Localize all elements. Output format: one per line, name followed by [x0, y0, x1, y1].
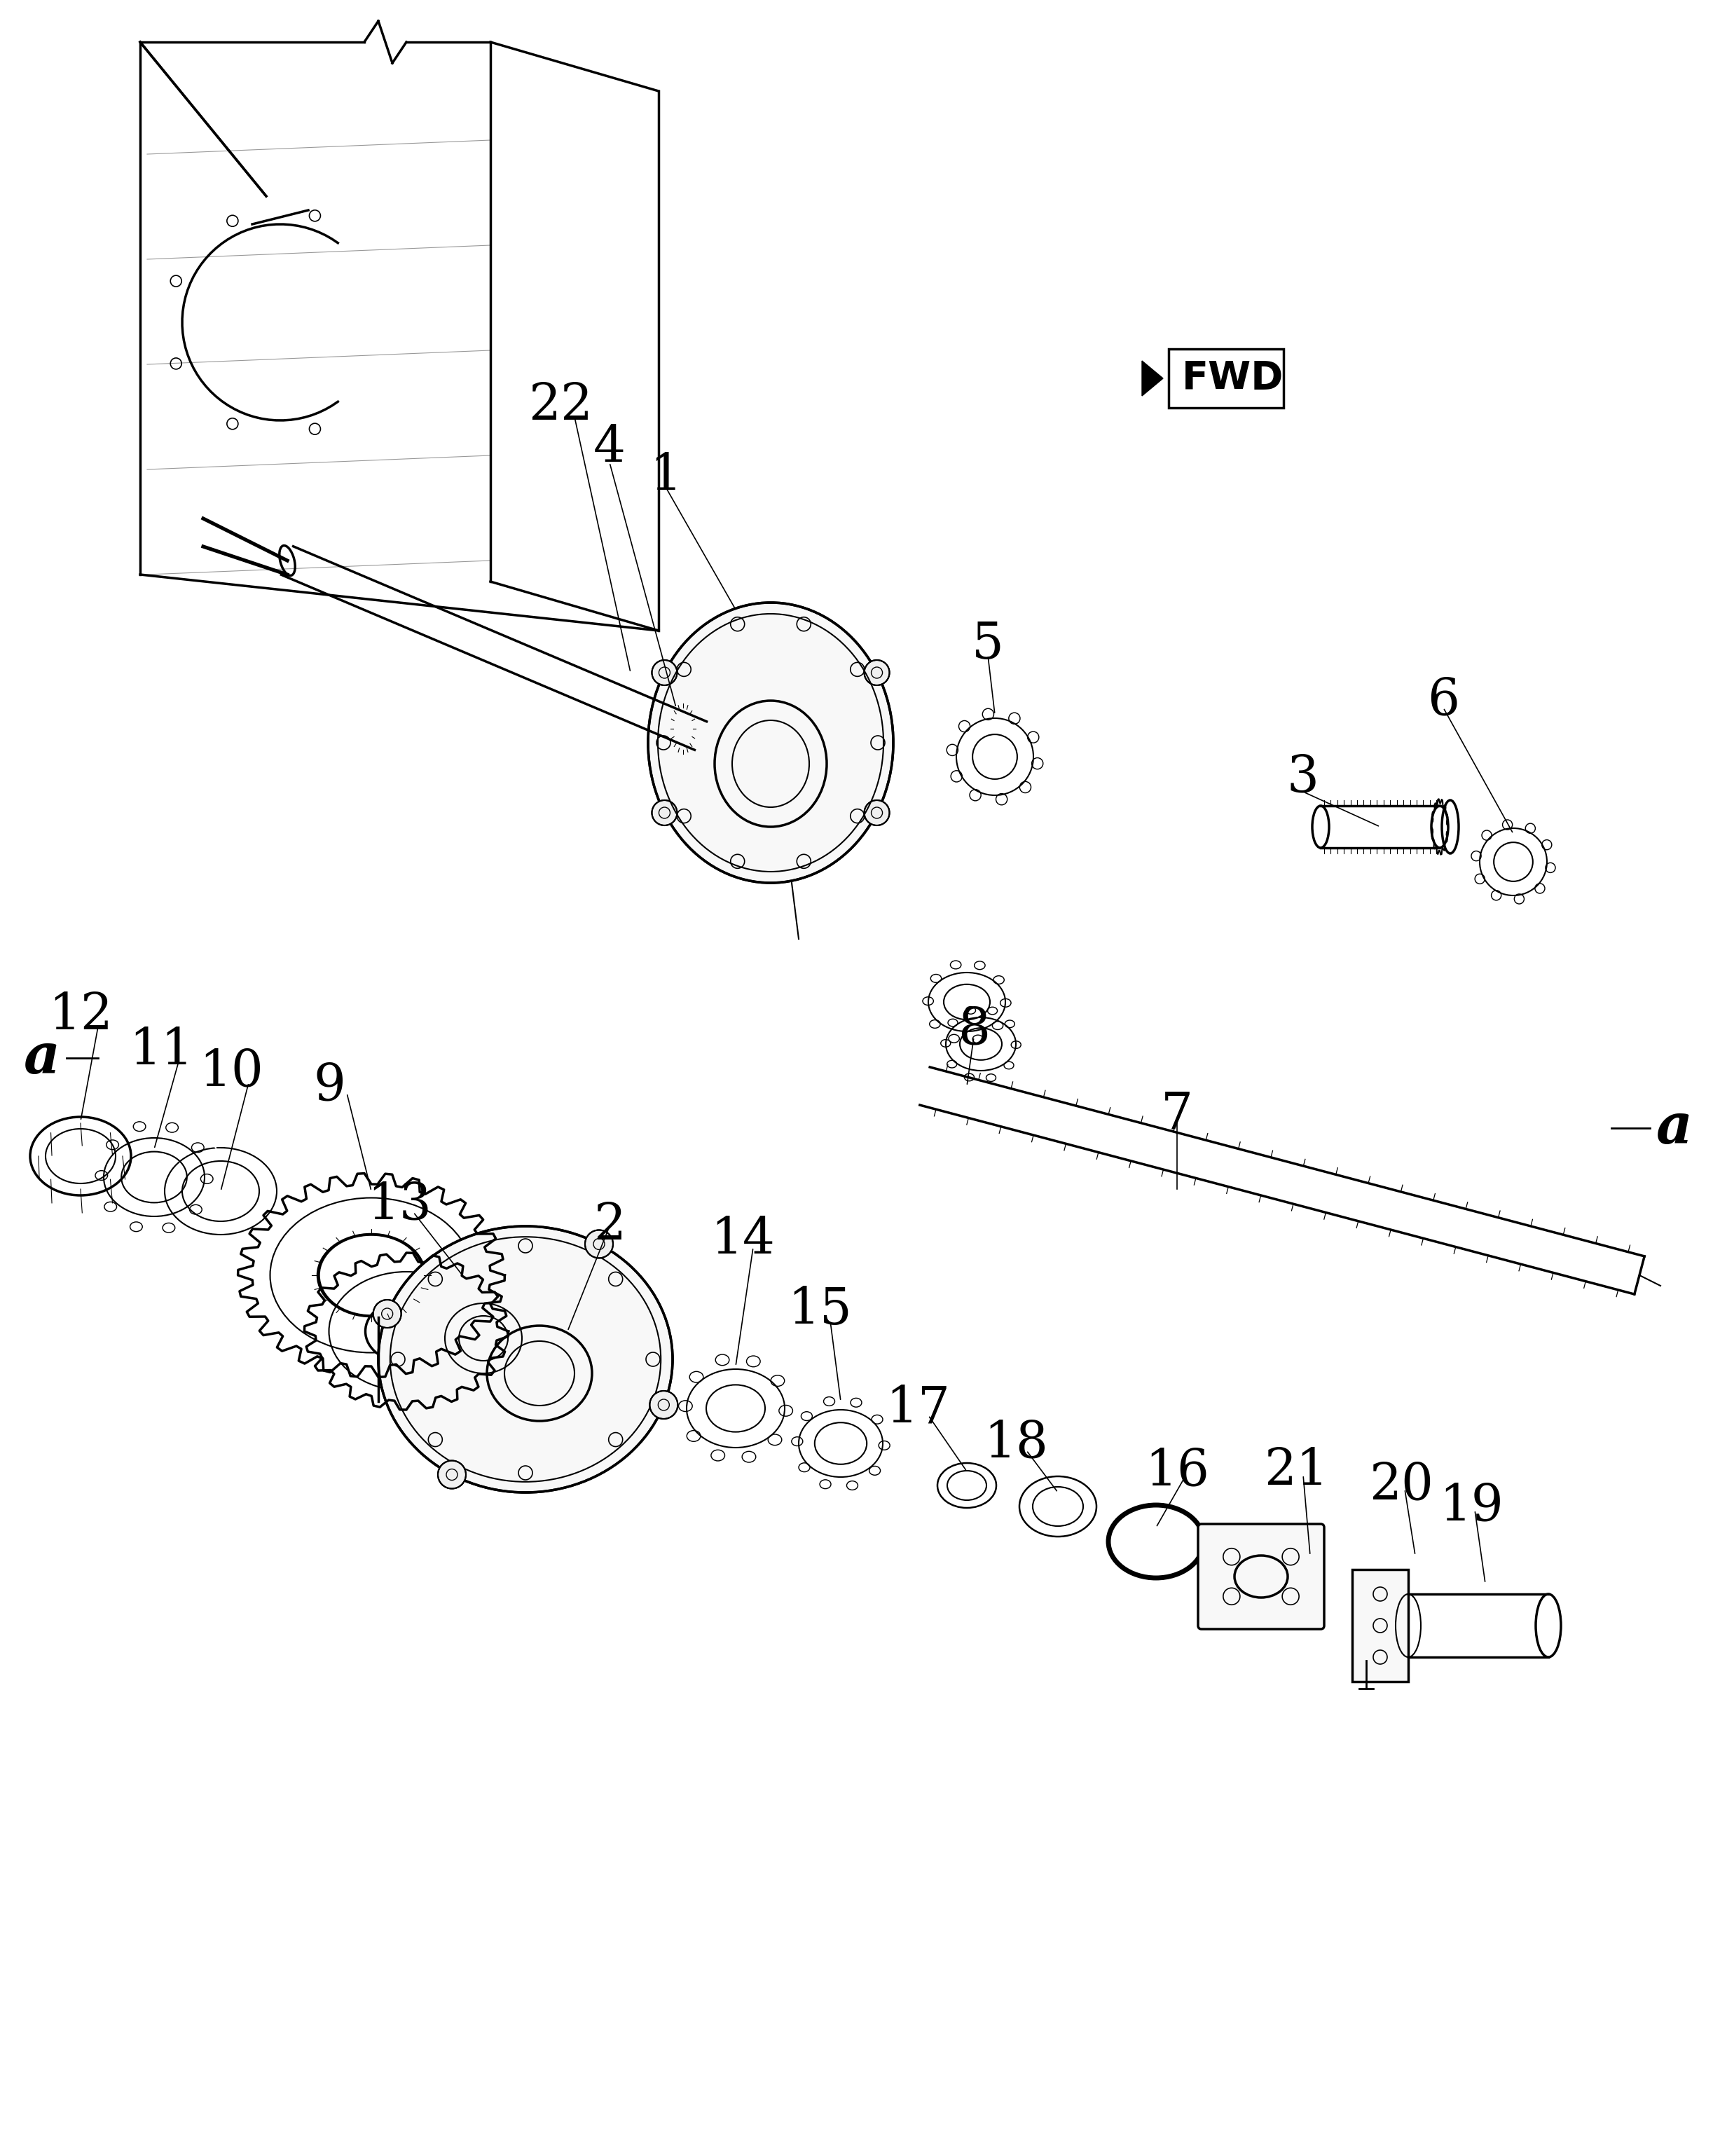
Ellipse shape	[648, 602, 893, 882]
Circle shape	[373, 1300, 401, 1328]
Circle shape	[650, 1391, 678, 1419]
Text: 15: 15	[788, 1285, 851, 1335]
Text: 1: 1	[650, 453, 681, 500]
Text: 10: 10	[200, 1048, 263, 1097]
Text: 16: 16	[1146, 1447, 1209, 1496]
Ellipse shape	[378, 1227, 673, 1492]
Text: a: a	[1656, 1102, 1692, 1156]
Text: 14: 14	[710, 1216, 774, 1266]
Circle shape	[652, 660, 678, 686]
Text: 11: 11	[129, 1026, 193, 1076]
Circle shape	[439, 1460, 466, 1488]
Text: 9: 9	[313, 1061, 346, 1110]
Text: 2: 2	[593, 1201, 626, 1250]
Text: 5: 5	[972, 621, 1004, 668]
Text: 19: 19	[1440, 1481, 1503, 1531]
Text: 18: 18	[984, 1419, 1047, 1468]
Polygon shape	[1352, 1570, 1409, 1682]
FancyBboxPatch shape	[1168, 349, 1283, 407]
Text: 6: 6	[1428, 677, 1459, 724]
Circle shape	[585, 1231, 612, 1259]
Text: 3: 3	[1287, 752, 1319, 802]
Text: 7: 7	[1161, 1089, 1194, 1138]
Text: 12: 12	[48, 992, 114, 1041]
Polygon shape	[1142, 360, 1163, 397]
FancyBboxPatch shape	[1199, 1524, 1324, 1630]
Text: 21: 21	[1264, 1447, 1328, 1496]
Text: 8: 8	[958, 1005, 991, 1054]
Text: 20: 20	[1369, 1462, 1433, 1509]
Circle shape	[863, 800, 889, 826]
Text: a: a	[24, 1031, 60, 1084]
Text: 4: 4	[593, 425, 626, 472]
Text: 17: 17	[886, 1384, 949, 1434]
Text: 22: 22	[528, 382, 593, 431]
Circle shape	[652, 800, 678, 826]
Text: 13: 13	[366, 1181, 432, 1229]
Circle shape	[863, 660, 889, 686]
Text: FWD: FWD	[1182, 360, 1285, 397]
